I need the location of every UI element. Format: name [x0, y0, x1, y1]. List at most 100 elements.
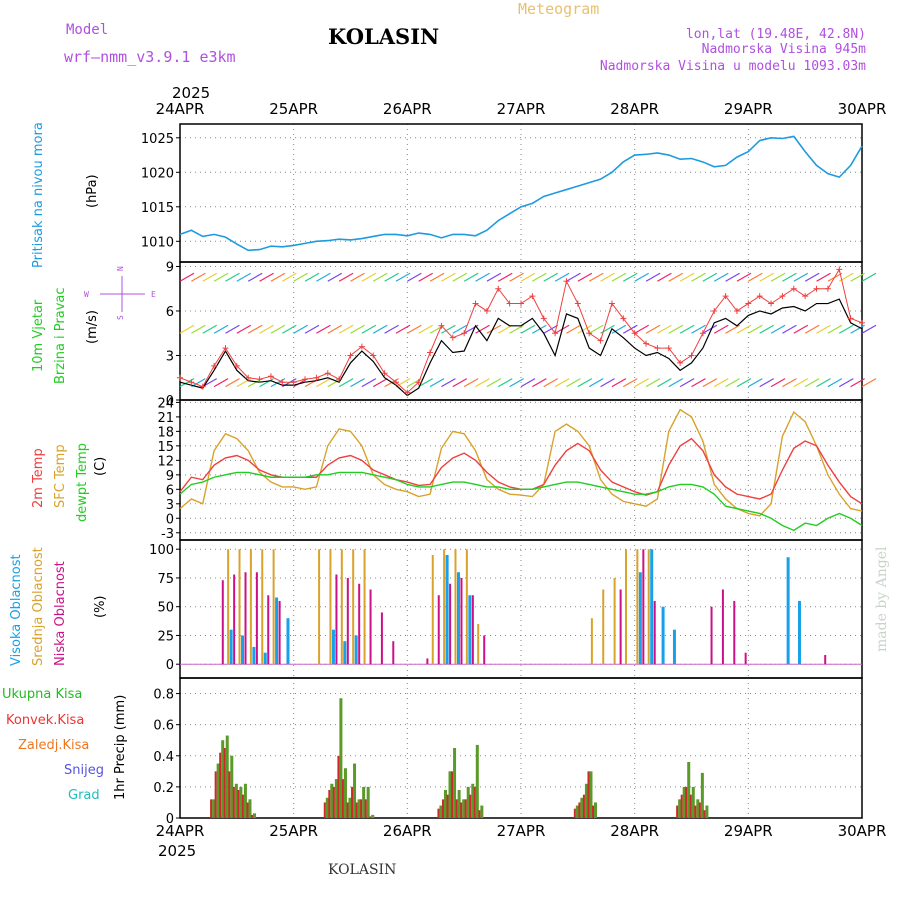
compass-south: S: [116, 315, 125, 320]
wind-barb: [316, 272, 331, 282]
wind-barb: [372, 324, 388, 334]
wind-gust-marker: [529, 293, 536, 300]
ytick-label: 3: [166, 498, 174, 513]
wind-barb: [486, 324, 502, 334]
wind-barb: [429, 272, 445, 282]
wind-gust-marker: [290, 379, 297, 386]
wind-unit: (m/s): [85, 310, 100, 344]
wind-gust-marker: [472, 300, 479, 307]
wind-gust-marker: [222, 345, 229, 352]
wind-gust-marker: [245, 374, 252, 381]
precip-conv-bar: [592, 805, 595, 818]
precip-conv-bar: [676, 805, 679, 818]
precip-conv-bar: [473, 786, 476, 818]
wind-barb: [384, 272, 399, 282]
wind-gust-marker: [813, 285, 820, 292]
precip-total-bar: [453, 748, 457, 818]
precip-total-bar: [353, 763, 357, 818]
wind-gust-marker: [836, 266, 843, 273]
wind-gust-marker: [427, 349, 434, 356]
precip-total-bar: [216, 763, 220, 818]
precip-conv-bar: [351, 786, 354, 818]
wind-gust-marker: [199, 383, 206, 390]
precip-conv-bar: [241, 794, 244, 818]
precip-conv-bar: [587, 771, 590, 818]
wind-barb: [543, 272, 559, 282]
ytick-label: 50: [157, 601, 174, 616]
wind-barb: [497, 324, 513, 334]
precip-conv-bar: [478, 810, 481, 818]
compass-west: W: [84, 290, 89, 299]
temp-ylabel3: dewpt Temp: [75, 443, 90, 522]
wind-barb: [668, 324, 684, 334]
ytick-label: 1010: [141, 235, 174, 250]
wind-barb: [793, 272, 809, 282]
wind-barb: [623, 324, 638, 334]
precip-total-bar: [580, 797, 584, 818]
precip-total-bar: [221, 740, 225, 818]
wind-barb: [475, 378, 490, 388]
wind-barb: [588, 272, 604, 282]
wind-barb: [748, 272, 763, 282]
wind-barb: [543, 378, 559, 388]
wind-barb: [611, 272, 627, 282]
wind-gust-marker: [347, 352, 354, 359]
wind-gust-marker: [256, 376, 263, 383]
wind-barb: [179, 272, 195, 282]
temp-unit: (C): [93, 457, 108, 476]
precip-total-bar: [705, 805, 709, 818]
wind-barb: [293, 272, 308, 282]
precip-total-bar: [439, 805, 443, 818]
precip-conv-bar: [680, 794, 683, 818]
wind-barb: [486, 378, 502, 388]
legend-total: Ukupna Kisa: [2, 687, 82, 702]
wind-barb: [532, 272, 547, 282]
wind-gust-marker: [188, 379, 195, 386]
ytick-label: 0.8: [153, 688, 174, 703]
wind-barb: [838, 378, 854, 388]
ytick-label: 3: [166, 349, 174, 364]
ytick-label: 0: [166, 658, 174, 673]
wind-gust-marker: [449, 334, 456, 341]
precip-total-bar: [243, 783, 247, 818]
wind-gust-marker: [267, 373, 274, 380]
wind-gust-marker: [563, 278, 570, 285]
wind-gust-marker: [779, 293, 786, 300]
wind-ylabel1: 10m Vjetar: [31, 299, 46, 372]
precip-conv-bar: [232, 786, 235, 818]
date-label-bottom: 30APR: [838, 822, 887, 840]
precip-conv-bar: [464, 799, 467, 818]
wind-barb: [304, 324, 320, 334]
temp-2m-line: [179, 437, 863, 505]
wind-barb: [838, 324, 854, 334]
precip-total-bar: [362, 786, 366, 818]
ytick-label: 6: [166, 305, 174, 320]
wind-barb: [691, 272, 706, 282]
wind-gust-marker: [824, 285, 831, 292]
precip-total-bar: [348, 797, 352, 818]
precip-total-bar: [234, 783, 238, 818]
wind-barb: [316, 378, 331, 388]
wind-barb: [725, 324, 740, 334]
wind-barb: [588, 378, 604, 388]
ytick-label: 18: [157, 425, 174, 440]
date-label-top: 28APR: [610, 100, 659, 118]
wind-barb: [452, 324, 468, 334]
precip-total-bar: [339, 698, 343, 818]
wind-barb: [816, 272, 831, 282]
ytick-label: 21: [157, 411, 174, 426]
wind-gust-marker: [483, 307, 490, 314]
wind-gust-marker: [790, 285, 797, 292]
ytick-label: 0.4: [153, 750, 174, 765]
wind-barb: [532, 324, 547, 334]
ytick-label: 25: [157, 629, 174, 644]
wind-barb: [645, 324, 661, 334]
wind-gust-marker: [597, 337, 604, 344]
wind-barb: [759, 378, 774, 388]
precip-conv-bar: [237, 790, 240, 818]
precip-total-bar: [343, 768, 347, 818]
precip-total-bar: [480, 805, 484, 818]
wind-barb: [350, 272, 365, 282]
wind-barb: [736, 378, 752, 388]
wind-barb: [600, 272, 615, 282]
